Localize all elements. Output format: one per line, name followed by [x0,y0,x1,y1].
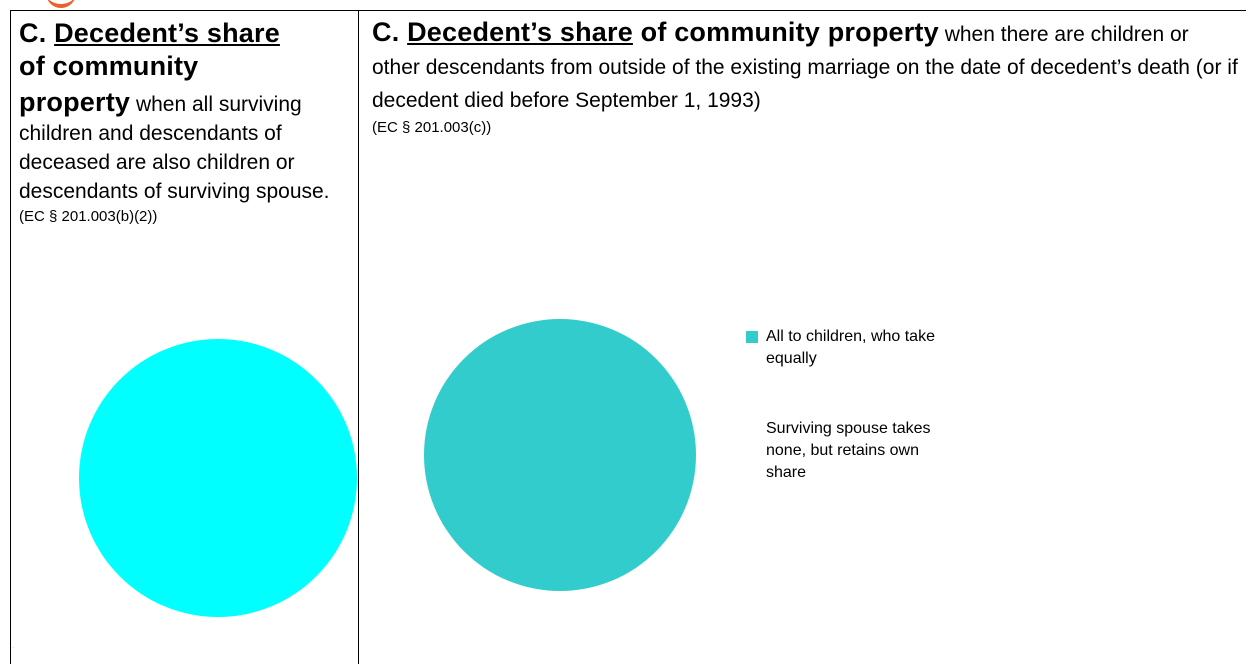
decorative-arc [46,0,76,8]
right-heading-prefix: C. [372,17,408,47]
page-mark: · [12,645,14,651]
left-heading-line1: C. Decedent’s share [19,17,339,50]
right-citation: (EC § 201.003(c)) [372,119,492,136]
left-panel: C. Decedent’s share of community propert… [10,10,359,664]
left-pie-chart [79,339,357,617]
legend-swatch [746,331,758,343]
left-citation: (EC § 201.003(b)(2)) [19,208,158,225]
right-body-text: when there are children or other descend… [372,23,1238,112]
left-body-text: when all surviving children and descenda… [19,93,330,203]
left-heading-prefix: C. [19,18,55,48]
right-heading-underlined: Decedent’s share [407,17,633,47]
left-heading-underlined: Decedent’s share [54,18,280,48]
right-legend: All to children, who take equally Surviv… [746,326,946,484]
left-description: C. Decedent’s share of community propert… [19,17,339,227]
right-heading-rest: of community property [632,17,939,47]
left-heading-bold-last: property [19,87,131,117]
right-description: C. Decedent’s share of community propert… [372,17,1242,138]
right-pie-chart [424,319,696,591]
right-panel: C. Decedent’s share of community propert… [358,10,1246,664]
legend-item-label: All to children, who take equally [766,328,935,367]
legend-note: Surviving spouse takes none, but retains… [766,420,931,481]
left-heading-line2: of community [19,51,199,81]
legend-item: All to children, who take equally [746,326,946,370]
left-body-block: property when all surviving children and… [19,89,339,207]
